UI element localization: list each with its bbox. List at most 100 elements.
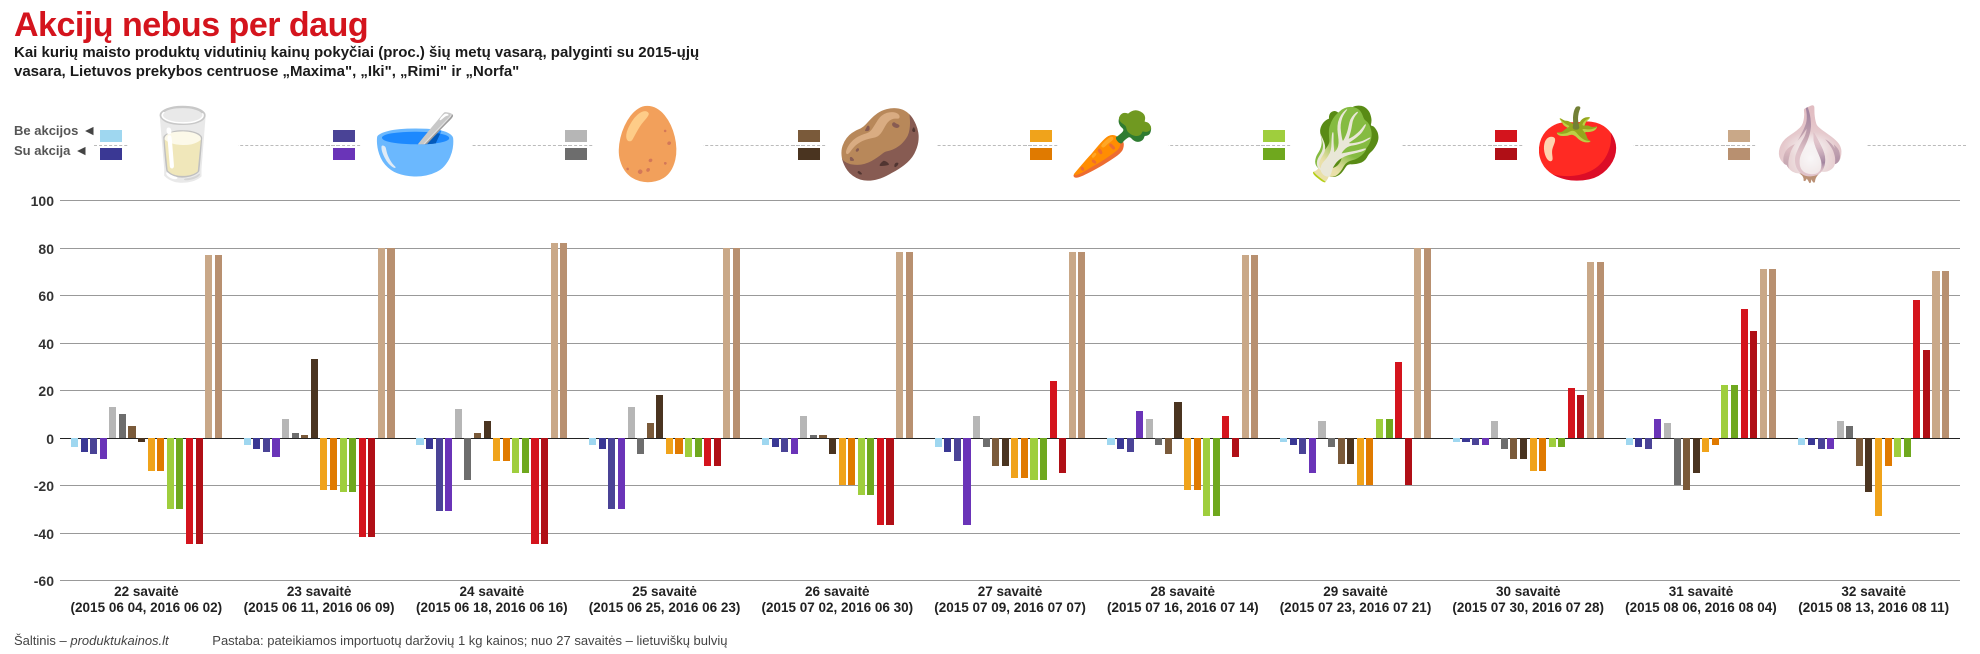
bar-slot	[1222, 200, 1230, 580]
bar-milk-su	[253, 438, 260, 450]
bar-potatoes-su	[311, 359, 318, 437]
bar-slot	[1625, 200, 1633, 580]
color-swatches	[565, 130, 587, 160]
bar-milk-be	[762, 438, 769, 445]
bar-slot	[109, 200, 117, 580]
bar-milk-su	[81, 438, 88, 452]
week-group: 27 savaitė(2015 07 09, 2016 07 07)	[924, 200, 1097, 580]
color-swatches	[1030, 130, 1052, 160]
arrow-left-icon: ◄	[82, 122, 96, 138]
bar-slot	[1740, 200, 1748, 580]
bar-cabbage-su	[522, 438, 529, 474]
bar-potatoes-be	[128, 426, 135, 438]
bar-carrots-su	[1021, 438, 1028, 478]
y-tick-label: 40	[38, 336, 54, 352]
bar-slot	[1107, 200, 1115, 580]
weeks-container: 22 savaitė(2015 06 04, 2016 06 02)23 sav…	[60, 200, 1960, 580]
bar-garlic-su	[387, 248, 394, 438]
week-group: 25 savaitė(2015 06 25, 2016 06 23)	[578, 200, 751, 580]
bar-eggs-be	[1318, 421, 1325, 438]
swatch-be	[1263, 130, 1285, 142]
bar-slot	[425, 200, 433, 580]
bar-potatoes-su	[138, 438, 145, 443]
swatch-be	[1728, 130, 1750, 142]
bar-slot	[1174, 200, 1182, 580]
bar-carrots-be	[1702, 438, 1709, 452]
bar-slot	[1586, 200, 1594, 580]
bar-slot	[665, 200, 673, 580]
bar-carrots-be	[493, 438, 500, 462]
flour-bowl-icon: 🥣	[361, 98, 471, 193]
source-label: Šaltinis –	[14, 633, 67, 648]
bar-cabbage-su	[1558, 438, 1565, 448]
bar-slot	[1922, 200, 1930, 580]
garlic-icon: 🧄	[1756, 98, 1866, 193]
bars-group	[243, 200, 395, 580]
bar-cabbage-be	[340, 438, 347, 493]
bar-slot	[1529, 200, 1537, 580]
bar-cabbage-su	[1386, 419, 1393, 438]
bar-slot	[1663, 200, 1671, 580]
bar-tomatoes-su	[368, 438, 375, 538]
bar-potatoes-su	[1174, 402, 1181, 438]
bar-slot	[1078, 200, 1086, 580]
bar-flour-su	[445, 438, 452, 512]
source-value: produktukainos.lt	[70, 633, 168, 648]
swatch-su	[798, 148, 820, 160]
y-tick-label: 60	[38, 288, 54, 304]
week-group: 28 savaitė(2015 07 16, 2016 07 14)	[1096, 200, 1269, 580]
bar-slot	[1394, 200, 1402, 580]
bar-slot	[1654, 200, 1662, 580]
bar-slot	[1308, 200, 1316, 580]
bar-slot	[819, 200, 827, 580]
bar-garlic-su	[1078, 252, 1085, 437]
bar-garlic-be	[1760, 269, 1767, 438]
bar-carrots-su	[1366, 438, 1373, 486]
bar-slot	[636, 200, 644, 580]
bar-slot	[214, 200, 222, 580]
bar-slot	[1068, 200, 1076, 580]
bar-slot	[800, 200, 808, 580]
bar-slot	[1212, 200, 1220, 580]
bar-tomatoes-su	[1232, 438, 1239, 457]
bar-slot	[761, 200, 769, 580]
bar-slot	[828, 200, 836, 580]
color-swatches	[1495, 130, 1517, 160]
bars-group	[1798, 200, 1950, 580]
week-label: 30 savaitė(2015 07 30, 2016 07 28)	[1442, 584, 1615, 616]
product-flour: 🥣	[333, 90, 566, 200]
bar-milk-be	[1453, 438, 1460, 443]
bar-slot	[1884, 200, 1892, 580]
bar-milk-be	[1798, 438, 1805, 445]
bar-slot	[1836, 200, 1844, 580]
color-swatches	[333, 130, 355, 160]
bar-flour-su	[272, 438, 279, 457]
bar-eggs-be	[282, 419, 289, 438]
bar-carrots-su	[1539, 438, 1546, 471]
bar-tomatoes-be	[704, 438, 711, 467]
bar-slot	[147, 200, 155, 580]
bar-slot	[99, 200, 107, 580]
bar-slot	[1203, 200, 1211, 580]
bar-carrots-be	[148, 438, 155, 471]
bar-cabbage-su	[349, 438, 356, 493]
bar-milk-su	[599, 438, 606, 450]
bar-eggs-be	[1146, 419, 1153, 438]
bar-slot	[1932, 200, 1940, 580]
bar-slot	[1635, 200, 1643, 580]
bar-slot	[972, 200, 980, 580]
swatch-su	[1263, 148, 1285, 160]
bar-eggs-be	[1491, 421, 1498, 438]
bar-garlic-be	[205, 255, 212, 438]
bar-carrots-su	[157, 438, 164, 471]
bar-tomatoes-be	[1395, 362, 1402, 438]
bar-potatoes-be	[1338, 438, 1345, 464]
bar-slot	[905, 200, 913, 580]
bar-slot	[1759, 200, 1767, 580]
color-swatches	[798, 130, 820, 160]
bar-eggs-be	[1837, 421, 1844, 438]
week-group: 22 savaitė(2015 06 04, 2016 06 02)	[60, 200, 233, 580]
week-group: 24 savaitė(2015 06 18, 2016 06 16)	[405, 200, 578, 580]
swatch-be	[333, 130, 355, 142]
bar-slot	[867, 200, 875, 580]
